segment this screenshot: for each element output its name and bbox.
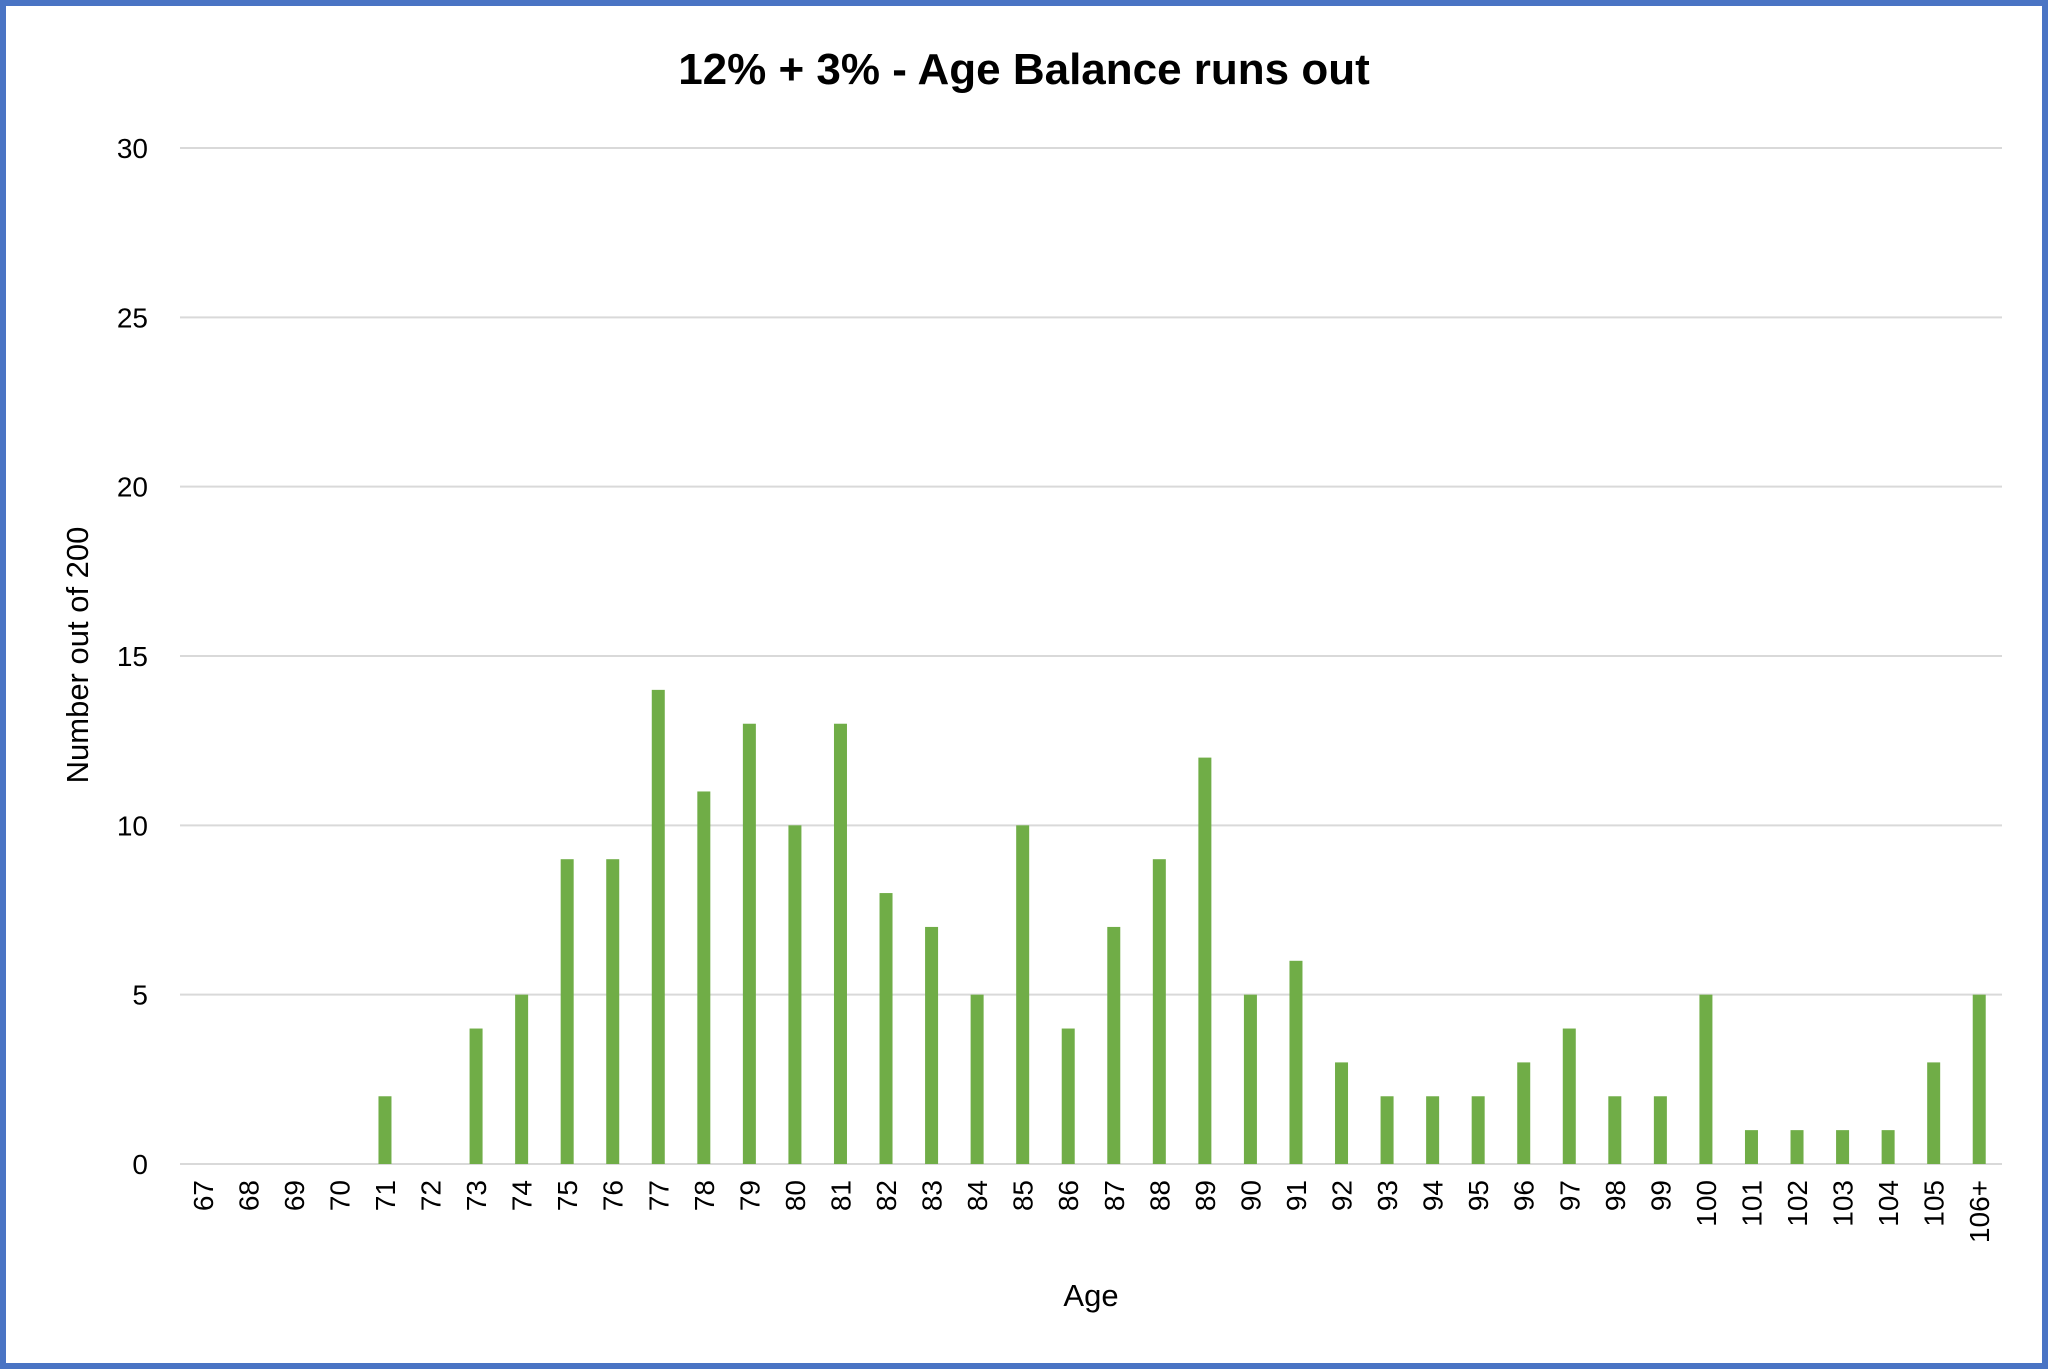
- x-tick-label: 95: [1463, 1180, 1494, 1211]
- bar-83: [925, 926, 939, 1164]
- bar-90: [1243, 994, 1257, 1164]
- x-tick-label: 105: [1919, 1180, 1950, 1227]
- x-tick-label: 73: [461, 1180, 492, 1211]
- y-tick-label: 0: [132, 1149, 148, 1180]
- x-tick-label: 75: [552, 1180, 583, 1211]
- y-tick-label: 25: [117, 302, 148, 333]
- x-tick-label: 103: [1828, 1180, 1859, 1227]
- x-tick-label: 68: [233, 1180, 264, 1211]
- y-tick-label: 10: [117, 810, 148, 841]
- x-tick-label: 78: [689, 1180, 720, 1211]
- x-tick-label: 102: [1782, 1180, 1813, 1227]
- gridlines: [180, 147, 2002, 1165]
- bar-81: [833, 723, 847, 1164]
- x-tick-label: 82: [871, 1180, 902, 1211]
- x-tick-label: 72: [416, 1180, 447, 1211]
- x-tick-label: 70: [324, 1180, 355, 1211]
- bar-98: [1608, 1096, 1622, 1164]
- bar-74: [515, 994, 529, 1164]
- x-tick-label: 67: [188, 1180, 219, 1211]
- bar-89: [1198, 757, 1212, 1164]
- x-tick-label: 97: [1554, 1180, 1585, 1211]
- x-tick-label: 98: [1600, 1180, 1631, 1211]
- x-tick-label: 74: [507, 1180, 538, 1211]
- bar-78: [697, 791, 711, 1164]
- x-tick-label: 77: [643, 1180, 674, 1211]
- x-tick-label: 94: [1418, 1180, 1449, 1211]
- x-axis-label: Age: [1063, 1278, 1118, 1313]
- bar-97: [1562, 1028, 1576, 1164]
- bar-79: [742, 723, 756, 1164]
- x-tick-label: 104: [1873, 1180, 1904, 1227]
- x-tick-label: 69: [279, 1180, 310, 1211]
- x-tick-label: 91: [1281, 1180, 1312, 1211]
- bar-93: [1380, 1096, 1394, 1164]
- x-tick-label: 93: [1372, 1180, 1403, 1211]
- chart-title: 12% + 3% - Age Balance runs out: [678, 45, 1370, 94]
- bar-82: [879, 893, 893, 1164]
- bar-104: [1881, 1130, 1895, 1164]
- x-tick-label: 90: [1235, 1180, 1266, 1211]
- x-tick-label: 89: [1190, 1180, 1221, 1211]
- bar-77: [651, 689, 665, 1164]
- bar-75: [560, 859, 574, 1164]
- y-tick-label: 5: [132, 980, 148, 1011]
- bar-99: [1653, 1096, 1667, 1164]
- bar-95: [1471, 1096, 1485, 1164]
- x-tick-label: 92: [1327, 1180, 1358, 1211]
- bar-106+: [1972, 994, 1986, 1164]
- x-tick-label: 84: [962, 1180, 993, 1211]
- bars: [378, 689, 1986, 1164]
- bar-84: [970, 994, 984, 1164]
- bar-85: [1016, 825, 1030, 1164]
- x-tick-label: 85: [1008, 1180, 1039, 1211]
- x-tick-label: 76: [598, 1180, 629, 1211]
- y-axis-ticks: 0 5 10 15 20 25 30: [117, 133, 148, 1180]
- bar-102: [1790, 1130, 1804, 1164]
- x-axis-ticks: 67 68 69 70 71 72 73 74 75 76 77 78 79 80 81 82 83 84 85 86…: [188, 1180, 1995, 1243]
- bar-101: [1744, 1130, 1758, 1164]
- x-tick-label: 71: [370, 1180, 401, 1211]
- x-tick-label: 79: [734, 1180, 765, 1211]
- bar-92: [1335, 1062, 1349, 1164]
- bar-103: [1836, 1130, 1850, 1164]
- x-tick-label: 106+: [1964, 1180, 1995, 1243]
- x-tick-label: 100: [1691, 1180, 1722, 1227]
- bar-88: [1152, 859, 1166, 1164]
- x-tick-label: 83: [917, 1180, 948, 1211]
- bar-96: [1517, 1062, 1531, 1164]
- x-tick-label: 86: [1053, 1180, 1084, 1211]
- x-tick-label: 87: [1099, 1180, 1130, 1211]
- bar-80: [788, 825, 802, 1164]
- bar-94: [1426, 1096, 1440, 1164]
- y-tick-label: 15: [117, 641, 148, 672]
- bar-71: [378, 1096, 392, 1164]
- bar-87: [1107, 926, 1121, 1164]
- bar-91: [1289, 960, 1303, 1164]
- x-tick-label: 80: [780, 1180, 811, 1211]
- bar-100: [1699, 994, 1713, 1164]
- y-axis-label: Number out of 200: [60, 527, 95, 784]
- bar-76: [606, 859, 620, 1164]
- x-tick-label: 81: [825, 1180, 856, 1211]
- x-tick-label: 88: [1144, 1180, 1175, 1211]
- x-tick-label: 99: [1645, 1180, 1676, 1211]
- y-tick-label: 30: [117, 133, 148, 164]
- bar-73: [469, 1028, 483, 1164]
- bar-105: [1927, 1062, 1941, 1164]
- x-tick-label: 101: [1736, 1180, 1767, 1227]
- x-tick-label: 96: [1509, 1180, 1540, 1211]
- bar-86: [1061, 1028, 1075, 1164]
- y-tick-label: 20: [117, 472, 148, 503]
